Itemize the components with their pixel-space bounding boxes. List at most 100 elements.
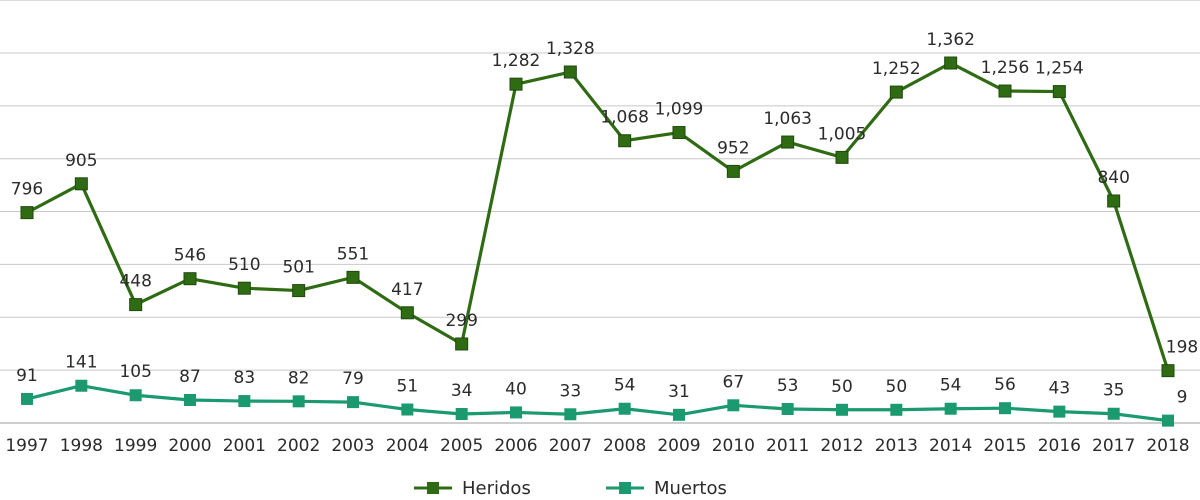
data-point-marker [672,126,686,140]
data-point-marker [347,396,359,409]
data-point-marker [618,134,632,148]
data-point-marker [890,403,903,416]
x-tick-label: 2018 [1146,436,1189,456]
data-point-marker [510,406,522,419]
x-tick-label: 2014 [929,436,972,456]
data-point-marker [21,392,33,405]
data-label: 905 [65,151,97,171]
data-point-marker [74,177,88,191]
data-label: 546 [174,246,206,266]
data-point-marker [781,402,794,415]
data-label: 510 [228,255,260,275]
data-label: 1,254 [1035,59,1084,79]
data-label: 83 [234,368,256,388]
data-label: 51 [397,377,419,397]
data-point-marker [563,65,577,79]
x-tick-label: 2001 [223,436,266,456]
data-label: 105 [119,362,151,382]
data-point-marker [183,272,197,286]
data-label: 53 [777,376,799,396]
data-point-marker [618,402,631,415]
data-point-marker [835,150,849,164]
data-point-marker [292,284,306,298]
x-tick-label: 1998 [60,436,103,456]
data-point-marker [346,270,360,284]
data-label: 56 [994,375,1016,395]
x-tick-label: 2012 [820,436,863,456]
data-label: 33 [560,381,582,401]
grid-lines [0,0,1200,424]
data-label: 448 [119,272,151,292]
data-label: 82 [288,368,310,388]
legend-marker-muertos [619,482,631,494]
data-label: 299 [445,311,477,331]
data-label: 1,099 [655,100,704,120]
data-label: 87 [179,367,201,387]
data-label: 50 [886,377,908,397]
x-tick-label: 2005 [440,436,483,456]
data-point-marker [944,402,957,415]
data-label: 9 [1177,388,1188,408]
data-point-marker [889,85,903,99]
data-label: 43 [1049,379,1071,399]
x-tick-label: 1997 [5,436,48,456]
data-label: 34 [451,381,473,401]
data-label: 796 [11,180,43,200]
x-tick-label: 2009 [657,436,700,456]
data-point-marker [673,408,685,421]
data-label: 54 [614,376,636,396]
data-label: 1,328 [546,39,595,59]
data-label: 952 [717,138,749,158]
data-point-marker [509,77,523,91]
data-label: 501 [282,258,314,278]
data-label: 198 [1166,338,1198,358]
data-label: 67 [723,372,745,392]
data-point-marker [836,403,848,416]
data-point-marker [727,399,740,412]
x-axis-ticks: 1997 1998 1999 2000 2001 2002 2003 2004 2005 2006… [5,436,1189,456]
data-label: 1,068 [600,108,649,128]
data-label: 50 [831,377,853,397]
data-point-marker [999,402,1011,415]
x-tick-label: 1999 [114,436,157,456]
data-point-marker [20,206,34,220]
series-line-muertos [26,384,1169,423]
data-point-marker [998,84,1012,98]
data-label: 1,252 [872,59,921,79]
x-tick-label: 2015 [983,436,1026,456]
data-point-marker [564,408,577,421]
legend-marker-heridos [427,482,439,494]
data-point-marker [184,394,196,407]
data-point-marker [1161,364,1175,378]
data-label: 1,282 [492,51,541,71]
x-tick-label: 2002 [277,436,320,456]
x-tick-label: 2000 [168,436,211,456]
data-point-marker [455,408,468,421]
data-point-marker [1162,414,1174,427]
x-tick-label: 2007 [549,436,592,456]
legend: Heridos Muertos [414,478,727,499]
legend-label-heridos: Heridos [462,478,531,499]
data-label: 54 [940,376,962,396]
data-point-marker [129,298,143,312]
data-point-marker [1053,405,1066,418]
data-label: 40 [505,379,527,399]
data-point-marker [237,281,251,295]
data-label: 1,005 [818,124,867,144]
data-label: 417 [391,280,423,300]
data-point-marker [129,389,142,402]
x-tick-label: 2008 [603,436,646,456]
data-label: 1,063 [763,109,812,129]
data-label: 79 [342,369,364,389]
data-point-marker [75,379,88,392]
data-point-marker [401,403,414,416]
x-tick-label: 2010 [712,436,755,456]
x-tick-label: 2013 [875,436,918,456]
series-line-heridos [26,61,1170,372]
data-point-marker [455,337,469,351]
x-tick-label: 2006 [494,436,537,456]
data-point-marker [400,306,414,320]
data-point-marker [944,56,958,70]
